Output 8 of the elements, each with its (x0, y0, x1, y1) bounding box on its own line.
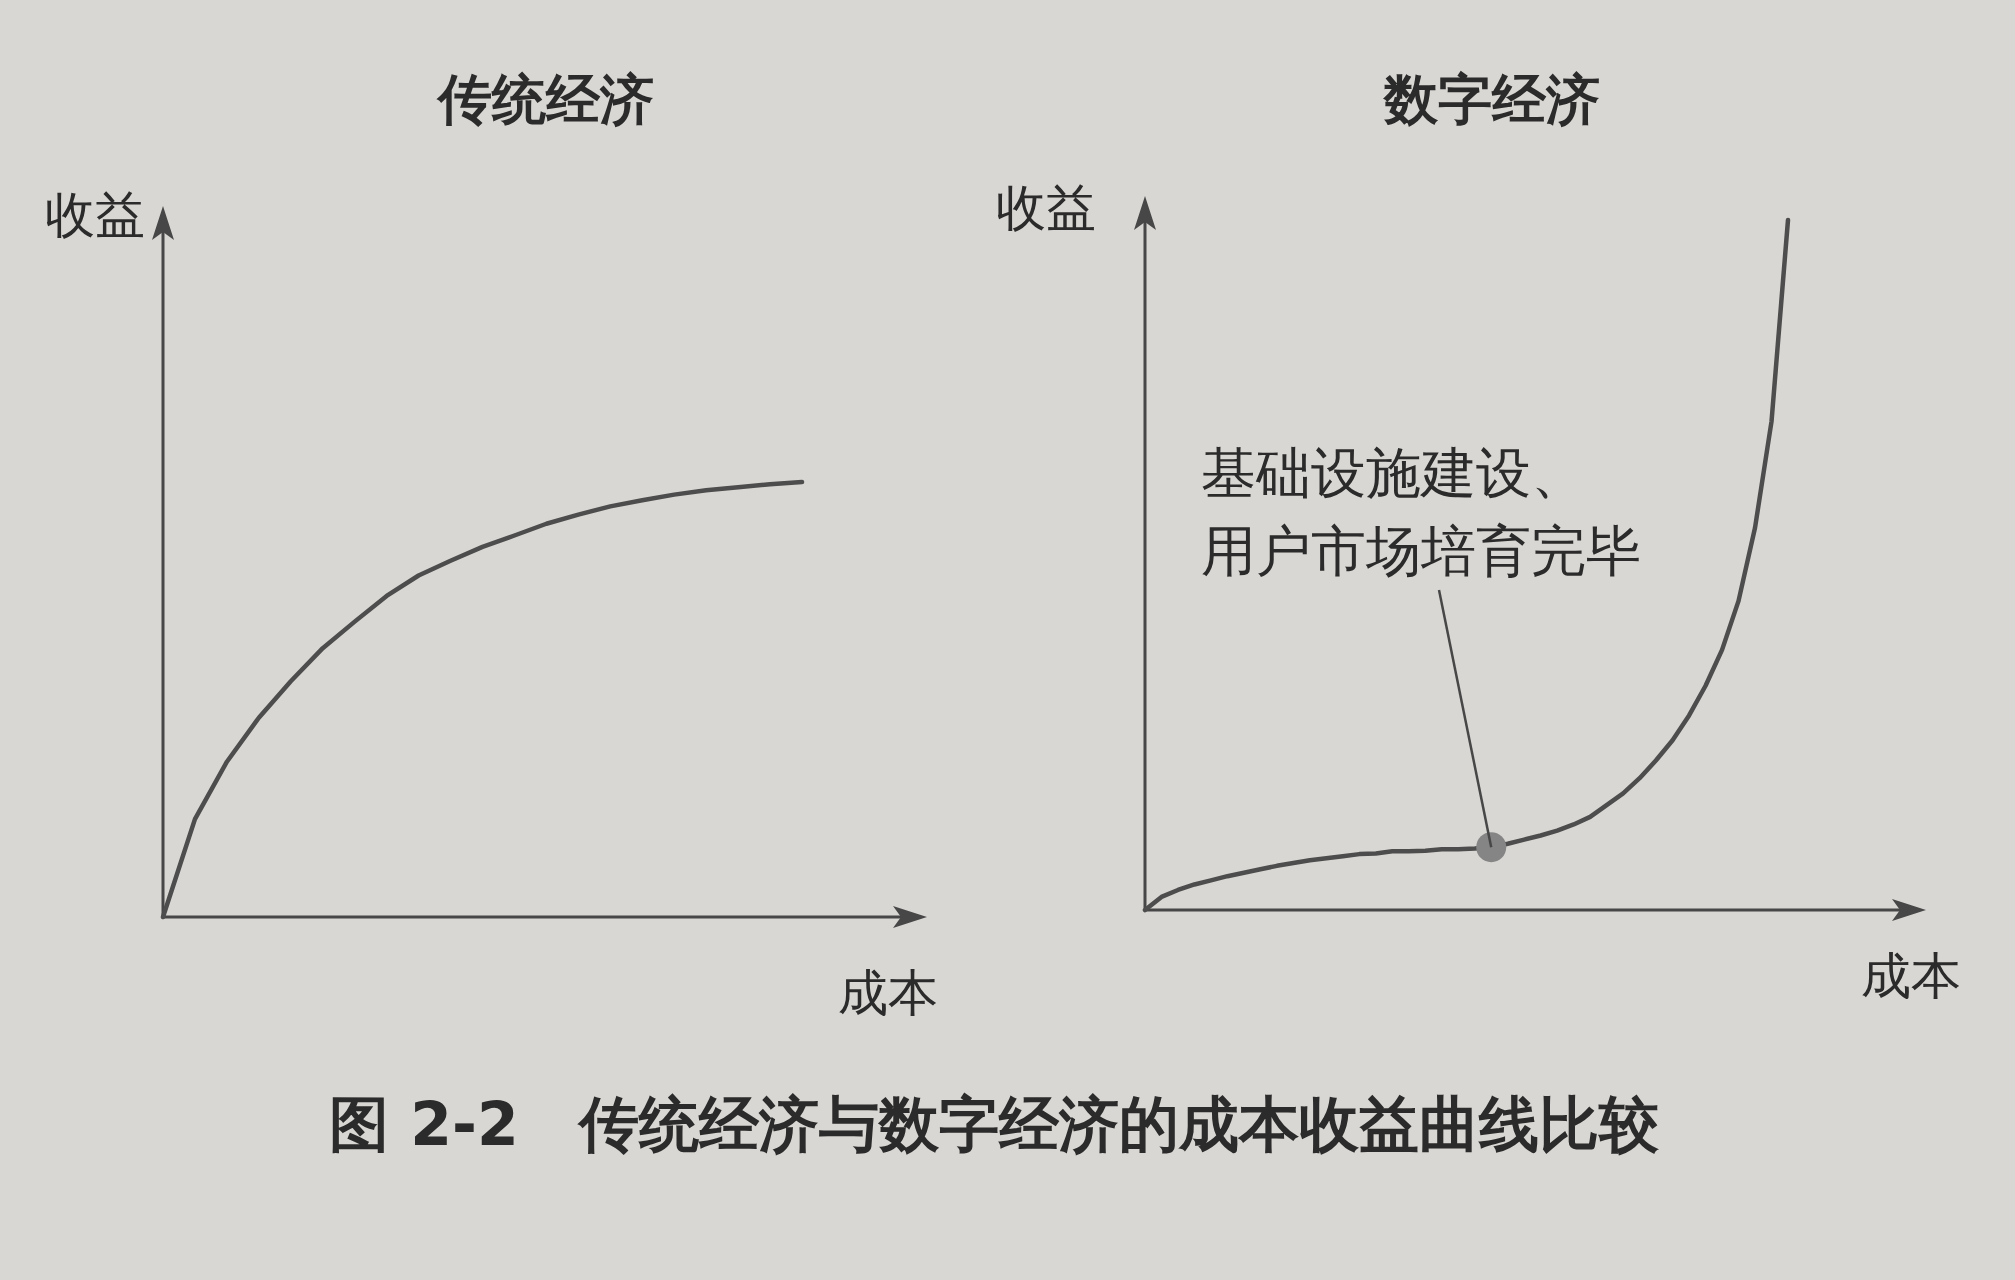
annotation: 基础设施建设、用户市场培育完毕 (1201, 441, 1641, 583)
chart-title: 传统经济 (436, 68, 654, 131)
y-axis-title: 收益 (45, 186, 145, 244)
x-axis-title: 成本 (838, 964, 938, 1022)
text: 图 2-2 传统经济与数字经济的成本收益曲线比较 (329, 1089, 1660, 1159)
y-axis-title: 收益 (996, 179, 1096, 237)
chart-title: 数字经济 (1382, 68, 1600, 131)
x-axis-title: 成本 (1861, 947, 1961, 1005)
